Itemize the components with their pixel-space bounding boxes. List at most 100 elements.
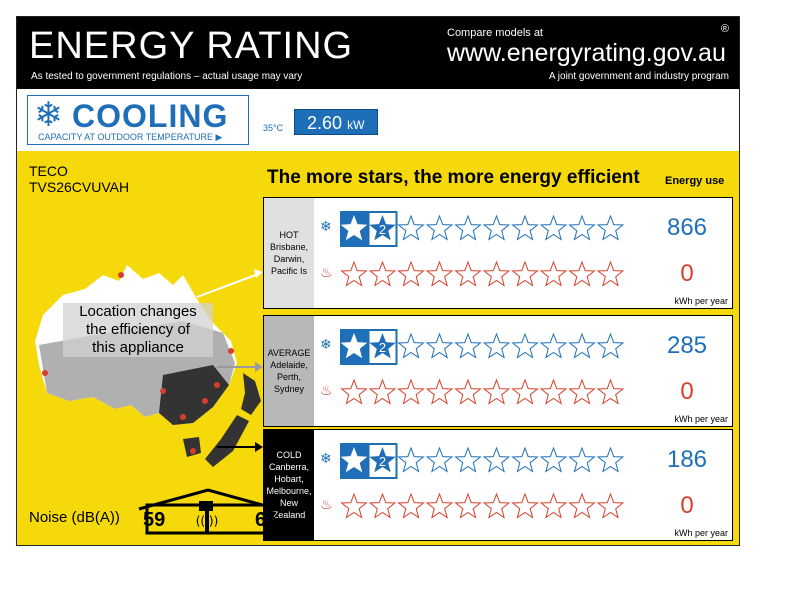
empty-star bbox=[425, 492, 454, 519]
house-icon: (( )) bbox=[138, 488, 278, 535]
filled-star bbox=[340, 447, 368, 473]
label-subtitle: As tested to government regulations – ac… bbox=[31, 71, 303, 82]
empty-star bbox=[511, 260, 539, 287]
svg-text:(( )): (( )) bbox=[196, 514, 219, 528]
heat-energy-value: 0 bbox=[680, 492, 694, 519]
empty-star bbox=[425, 446, 454, 473]
empty-star bbox=[454, 332, 482, 359]
city-melbourne bbox=[180, 414, 186, 420]
filled-star bbox=[369, 333, 396, 359]
zone-label-line: Brisbane, bbox=[269, 242, 309, 252]
empty-star bbox=[340, 492, 368, 519]
city-sydney bbox=[214, 382, 220, 388]
empty-star bbox=[454, 492, 482, 519]
empty-star bbox=[397, 332, 425, 359]
empty-star bbox=[539, 492, 568, 519]
capacity-label: CAPACITY AT OUTDOOR TEMPERATURE ▶ bbox=[38, 132, 223, 142]
empty-star bbox=[425, 378, 454, 405]
snowflake-icon: ❄ bbox=[320, 450, 332, 466]
zone-ratings: ❄ 2 866 ♨ 0 kWh per year bbox=[314, 198, 732, 308]
cool-energy-value: 866 bbox=[666, 214, 708, 241]
empty-star bbox=[596, 260, 625, 287]
model-number: TVS26CVUVAH bbox=[29, 179, 130, 195]
energy-rating-label: ENERGY RATING As tested to government re… bbox=[16, 16, 740, 546]
city-brisbane bbox=[228, 348, 234, 354]
kwh-unit: kWh per year bbox=[674, 414, 728, 424]
kwh-unit: kWh per year bbox=[674, 528, 728, 538]
empty-star bbox=[397, 260, 425, 287]
energy-use-header: Energy use bbox=[665, 175, 725, 187]
empty-star bbox=[511, 214, 539, 241]
empty-star bbox=[368, 492, 397, 519]
empty-star bbox=[568, 260, 596, 287]
outdoor-temp: 35°C bbox=[263, 123, 284, 133]
empty-star bbox=[454, 214, 482, 241]
cool-star-rating: 2 bbox=[340, 329, 625, 365]
empty-star bbox=[568, 214, 596, 241]
filled-star bbox=[340, 333, 368, 359]
empty-star bbox=[482, 446, 511, 473]
empty-star bbox=[511, 492, 539, 519]
location-line-2: the efficiency of bbox=[86, 321, 190, 338]
empty-star bbox=[568, 332, 596, 359]
cooling-band: ❄ COOLING CAPACITY AT OUTDOOR TEMPERATUR… bbox=[17, 89, 739, 151]
compare-text: Compare models at bbox=[447, 27, 543, 39]
cool-star-rating: 2 bbox=[340, 211, 625, 247]
empty-star bbox=[568, 378, 596, 405]
empty-star bbox=[539, 332, 568, 359]
brand-name: TECO bbox=[29, 163, 68, 179]
empty-star bbox=[482, 214, 511, 241]
australia-nz-map bbox=[35, 265, 261, 467]
zone-label-line: Adelaide, bbox=[270, 360, 308, 370]
zone-label-line: Melbourne, bbox=[266, 486, 312, 496]
empty-star bbox=[539, 260, 568, 287]
empty-star bbox=[340, 260, 368, 287]
kw-unit: kW bbox=[347, 118, 365, 132]
registered-mark: ® bbox=[720, 23, 729, 35]
city-hobart bbox=[190, 448, 196, 454]
noise-outdoor: 65 bbox=[255, 509, 278, 531]
cooling-badge: ❄ COOLING CAPACITY AT OUTDOOR TEMPERATUR… bbox=[27, 95, 249, 145]
city-darwin bbox=[118, 272, 124, 278]
empty-star bbox=[539, 446, 568, 473]
empty-star bbox=[368, 378, 397, 405]
heat-icon: ♨ bbox=[320, 264, 333, 280]
empty-star bbox=[425, 332, 454, 359]
empty-star bbox=[397, 446, 425, 473]
empty-star bbox=[539, 214, 568, 241]
nz-south-island bbox=[205, 415, 249, 467]
filled-star bbox=[369, 447, 396, 473]
empty-star bbox=[340, 378, 368, 405]
cool-energy-value: 285 bbox=[666, 332, 708, 359]
capacity-value: 2.60 kW bbox=[294, 109, 378, 135]
empty-star bbox=[397, 214, 425, 241]
empty-star bbox=[539, 378, 568, 405]
kw-value: 2.60 bbox=[307, 113, 343, 133]
zone-avg: AVERAGE Adelaide, Perth, Sydney ❄ 2 285 ♨ 0 kWh p… bbox=[263, 315, 733, 427]
zone-label-line: Pacific Is bbox=[270, 266, 307, 276]
heat-star-rating bbox=[340, 378, 625, 405]
cooling-word: COOLING bbox=[72, 98, 229, 134]
zone-label: HOT Brisbane, Darwin, Pacific Is bbox=[264, 198, 314, 308]
empty-star bbox=[596, 332, 625, 359]
zone-label-line: Canberra, bbox=[268, 462, 310, 472]
star-count-number: 2 bbox=[379, 454, 386, 469]
empty-star bbox=[511, 446, 539, 473]
empty-star bbox=[482, 260, 511, 287]
label-title: ENERGY RATING bbox=[29, 25, 354, 67]
city-adelaide bbox=[160, 388, 166, 394]
empty-star bbox=[482, 492, 511, 519]
empty-star bbox=[454, 260, 482, 287]
location-text: Location changes the efficiency of this … bbox=[63, 303, 213, 357]
cool-energy-value: 186 bbox=[666, 446, 708, 473]
city-north-1 bbox=[127, 267, 131, 271]
heat-icon: ♨ bbox=[320, 382, 333, 398]
tagline: The more stars, the more energy efficien… bbox=[267, 167, 640, 188]
empty-star bbox=[425, 260, 454, 287]
heat-star-rating bbox=[340, 492, 625, 519]
cool-star-rating: 2 bbox=[340, 443, 625, 479]
website-link[interactable]: www.energyrating.gov.au bbox=[447, 39, 726, 67]
zone-label-line: Perth, bbox=[276, 372, 301, 382]
zone-ratings: ❄ 2 285 ♨ 0 kWh per year bbox=[314, 316, 732, 426]
filled-star bbox=[369, 215, 396, 241]
